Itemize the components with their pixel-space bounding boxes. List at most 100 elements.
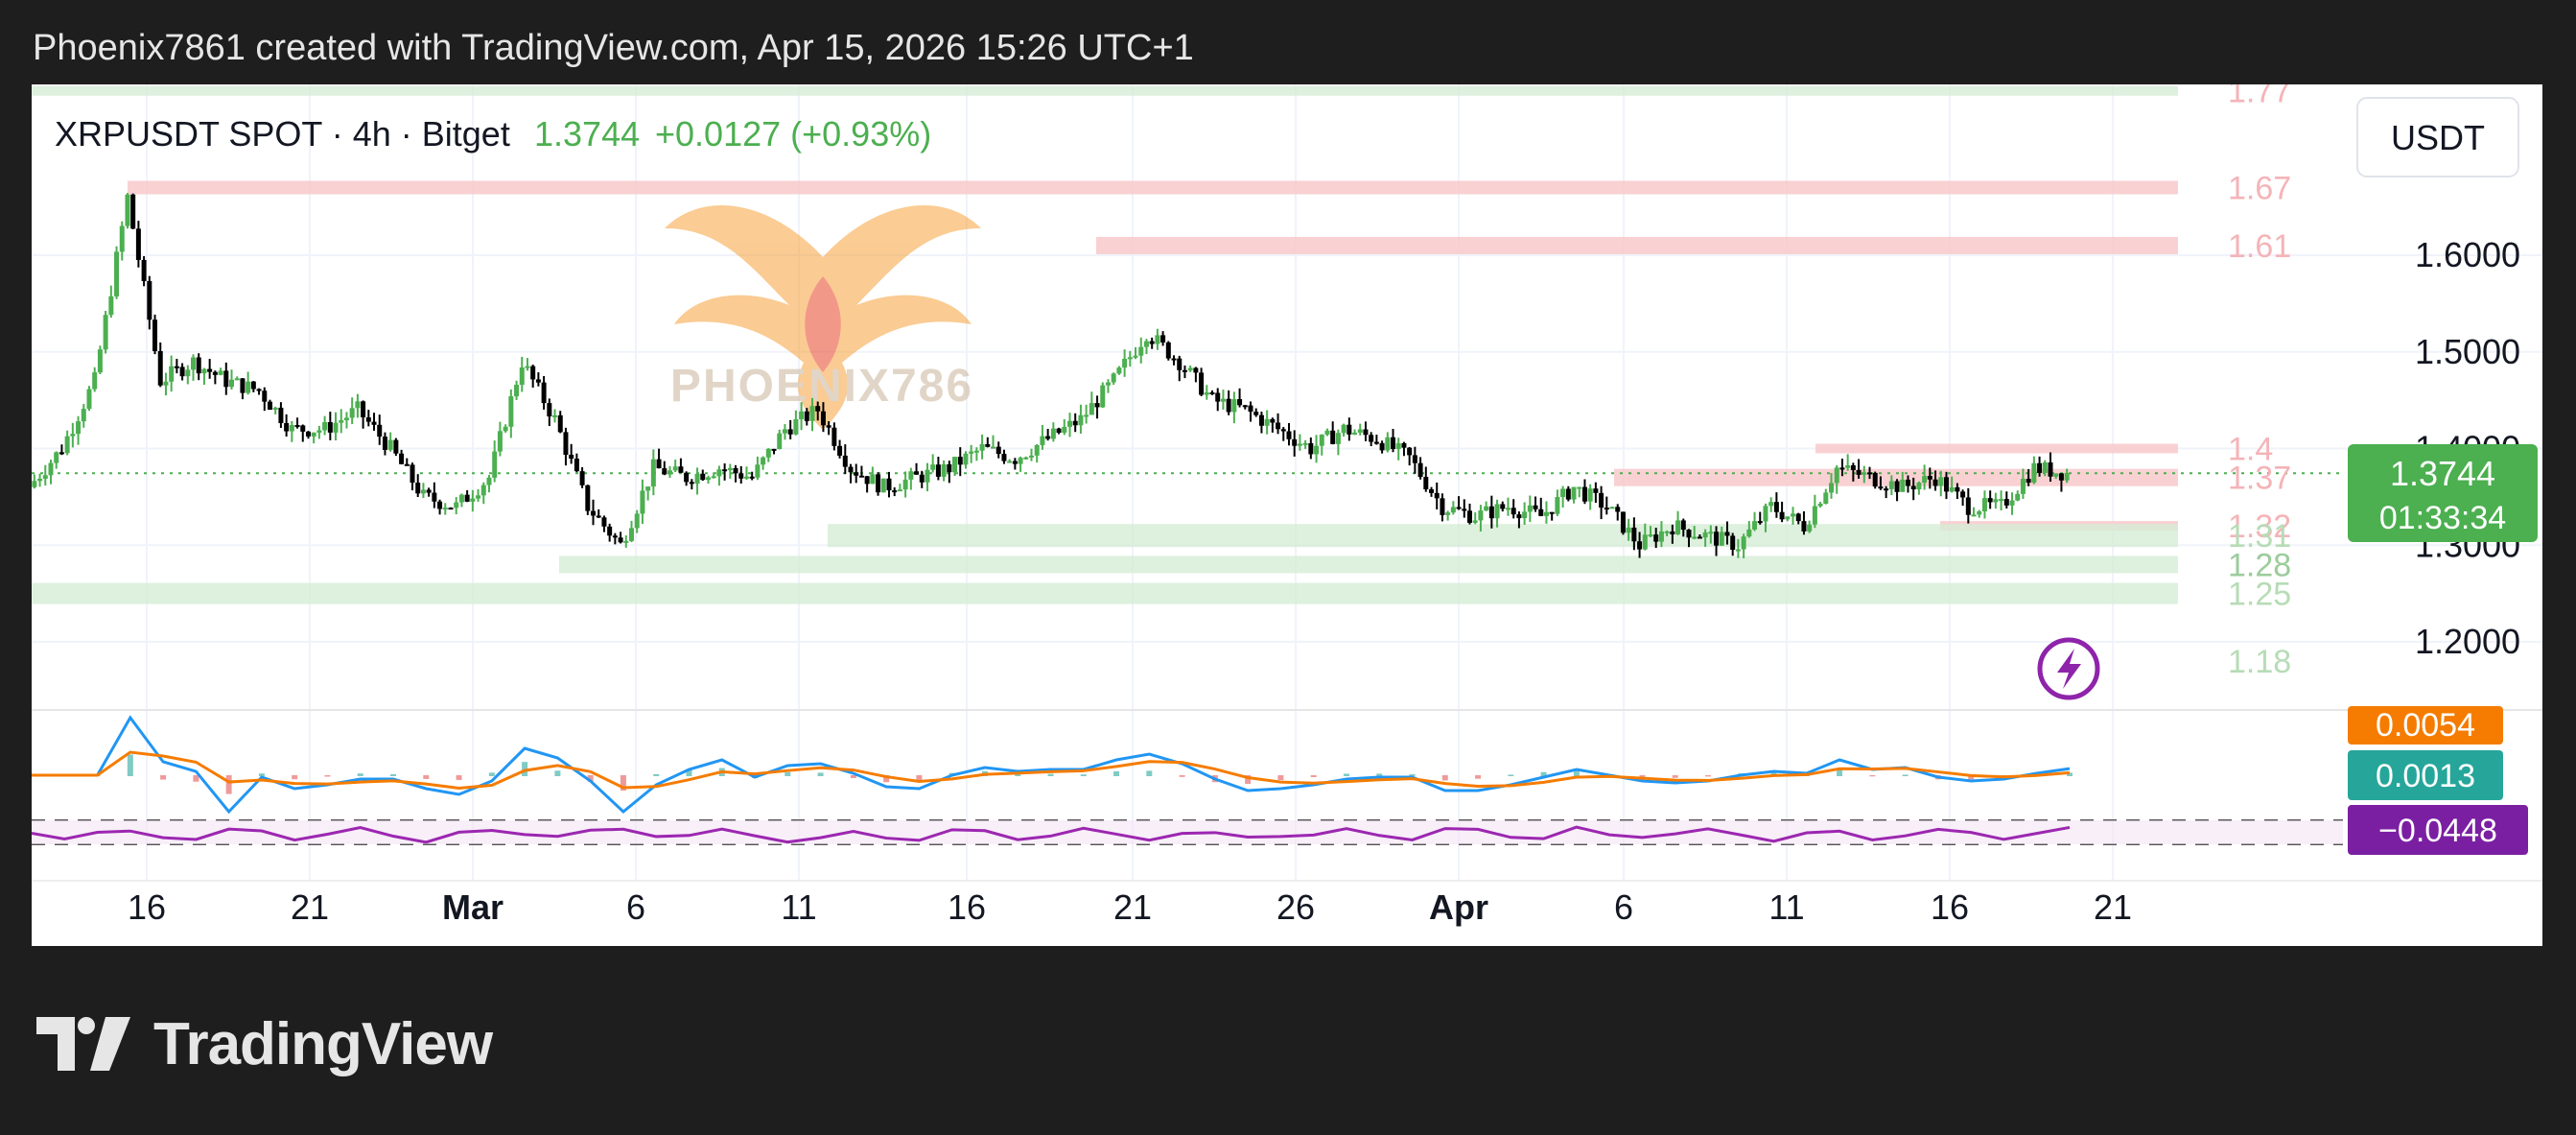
candle-body (2009, 500, 2015, 506)
signal-badge: 0.0013 (2376, 758, 2475, 794)
currency-badge[interactable]: USDT (2391, 118, 2485, 157)
candle-body (640, 490, 645, 514)
candle-body (1910, 485, 1916, 490)
candle-body (480, 485, 486, 496)
candle-body (1999, 499, 2004, 502)
candle-body (1072, 420, 1078, 426)
candle-body (585, 485, 591, 511)
candle-body (1204, 391, 1209, 395)
candle-body (174, 366, 179, 368)
candle-body (672, 466, 678, 471)
time-axis-label: 21 (2094, 887, 2132, 927)
candle-body (892, 490, 898, 493)
candle-body (902, 479, 908, 490)
candle-body (1500, 504, 1506, 509)
candle-body (246, 381, 251, 393)
candle-body (2026, 479, 2031, 484)
time-axis-label: Apr (1429, 887, 1488, 927)
candle-body (820, 411, 826, 426)
candle-body (426, 489, 432, 493)
candle-body (1149, 341, 1155, 344)
macd-histogram-bar (1146, 770, 1153, 776)
candle-body (1160, 335, 1166, 343)
candle-body (705, 477, 711, 481)
candle-body (1324, 430, 1330, 435)
candle-body (32, 481, 37, 487)
tradingview-footer: TradingView (36, 1005, 493, 1082)
candle-body (1220, 398, 1226, 402)
candle-body (1084, 414, 1089, 417)
chart-panel[interactable]: PHOENIX786 1.60001.50001.40001.30001.200… (32, 84, 2542, 946)
candle-body (1297, 443, 1302, 446)
candle-body (1981, 498, 1987, 512)
macd-histogram-bar (1376, 773, 1383, 776)
candle-body (1932, 479, 1938, 486)
time-axis-label: 16 (948, 887, 986, 927)
candle-body (694, 473, 700, 485)
candle-body (179, 367, 185, 377)
candle-body (1276, 422, 1281, 430)
candle-body (1609, 507, 1615, 509)
candle-body (1905, 479, 1910, 486)
candle-body (634, 513, 640, 529)
time-axis-label: 26 (1276, 887, 1315, 927)
candle-body (97, 349, 103, 373)
macd-histogram-bar (1540, 771, 1547, 776)
candle-body (880, 478, 886, 493)
candle-body (1785, 516, 1791, 520)
candle-body (191, 357, 197, 370)
candle-body (1987, 498, 1993, 503)
candle-body (508, 396, 514, 427)
candle-body (393, 439, 399, 454)
candle-body (229, 379, 235, 388)
candle-body (1686, 530, 1692, 538)
price-axis-label: 1.2000 (2415, 622, 2520, 661)
candle-body (1560, 488, 1566, 498)
candle-body (81, 409, 86, 422)
lightning-icon[interactable] (2037, 637, 2100, 700)
macd-histogram-bar (554, 770, 561, 776)
time-axis-label: 6 (626, 887, 645, 927)
candle-body (1866, 472, 1872, 475)
macd-histogram-bar (850, 775, 856, 779)
candle-body (157, 350, 163, 386)
macd-histogram-bar (686, 768, 692, 776)
candle-body (1045, 436, 1051, 439)
candle-body (1927, 476, 1932, 480)
candle-body (1938, 477, 1944, 486)
candle-body (1379, 442, 1385, 451)
candle-body (525, 366, 530, 368)
candle-body (1423, 477, 1429, 489)
candle-body (1050, 428, 1056, 439)
candle-body (1450, 507, 1456, 513)
candle-body (1286, 431, 1292, 439)
candle-body (2031, 462, 2037, 484)
candle-body (1040, 436, 1045, 445)
macd-badge: 0.0054 (2376, 707, 2475, 744)
candle-body (722, 469, 728, 472)
candle-body (941, 463, 947, 477)
candle-body (1604, 508, 1609, 510)
candle-body (618, 537, 623, 543)
candle-body (267, 401, 272, 411)
candle-body (547, 403, 552, 417)
candle-body (870, 474, 876, 485)
macd-histogram-bar (1047, 773, 1054, 776)
candle-body (826, 425, 831, 428)
candle-body (908, 471, 914, 480)
candle-body (1280, 429, 1286, 432)
candle-body (787, 429, 793, 435)
time-axis-labels: 16 21 Mar 6 11 16 21 26 Apr 6 11 16 21 (128, 887, 2132, 927)
currency-badge-box (2356, 97, 2519, 177)
candle-body (969, 451, 974, 454)
candle-body (842, 455, 848, 467)
candle-body (689, 482, 694, 485)
price-chart[interactable]: PHOENIX786 1.60001.50001.40001.30001.200… (32, 84, 2542, 946)
candle-body (2003, 499, 2009, 506)
candle-body (54, 452, 59, 463)
macd-histogram-bar (258, 773, 265, 776)
macd-histogram-bar (587, 775, 594, 782)
macd-histogram-bar (1837, 769, 1843, 776)
macd-histogram-bar (390, 773, 397, 776)
zone-label: 1.77 (2228, 84, 2291, 110)
